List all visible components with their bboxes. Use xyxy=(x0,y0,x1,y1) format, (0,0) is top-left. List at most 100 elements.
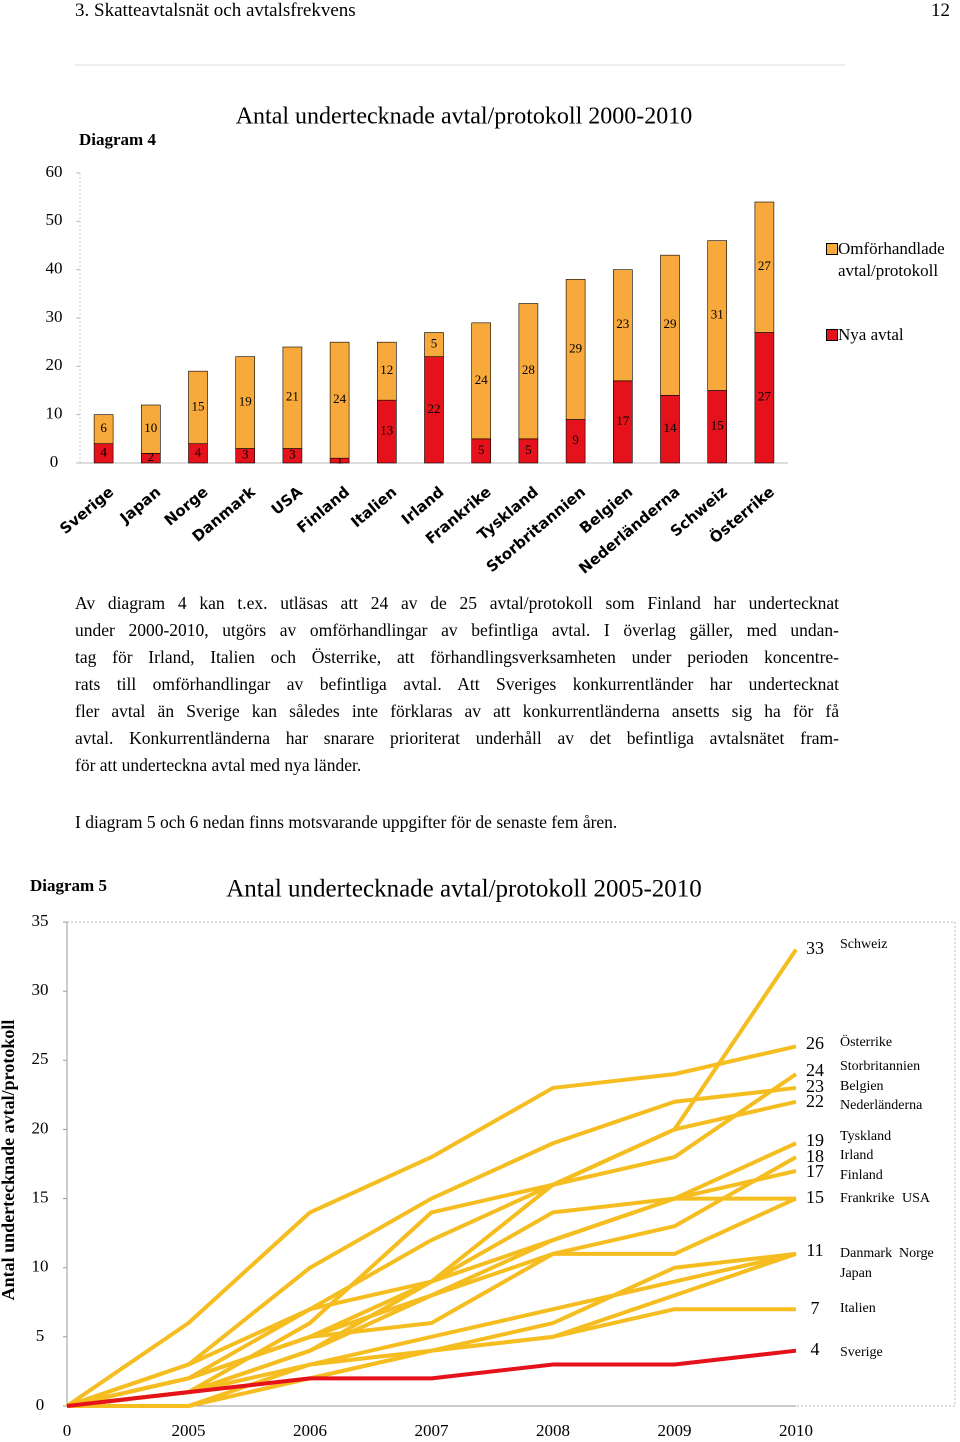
x-tick-label: 2006 xyxy=(293,1421,327,1440)
data-label: 15 xyxy=(711,418,724,433)
x-tick-label: 2010 xyxy=(779,1421,813,1440)
y-tick-label: 20 xyxy=(32,1118,49,1137)
end-value-label: 19 xyxy=(806,1130,824,1150)
text-line: fler avtal än Sverige kan således inte f… xyxy=(75,701,839,721)
data-label: 29 xyxy=(569,340,582,355)
paragraph: Av diagram 4 kan t.ex. utläsas att 24 av… xyxy=(75,590,839,779)
bar-segment xyxy=(754,201,775,333)
data-label: 3 xyxy=(242,447,249,462)
legend-swatch xyxy=(826,329,838,341)
bar-segment xyxy=(660,254,680,396)
series-name-label: Norge xyxy=(899,1246,934,1261)
series-name-label: Schweiz xyxy=(840,937,887,952)
bar-segment xyxy=(518,303,539,440)
bar-segment xyxy=(235,356,255,449)
data-label: 3 xyxy=(289,447,296,462)
end-value-label: 24 xyxy=(806,1060,824,1080)
y-axis-title: Antal undertecknade avtal/protokoll xyxy=(0,1020,18,1301)
series-name-label: Belgien xyxy=(840,1079,884,1094)
data-label: 24 xyxy=(475,372,489,387)
y-tick-label: 25 xyxy=(32,1049,49,1068)
y-tick-label: 50 xyxy=(46,210,63,229)
bar-segment xyxy=(376,341,397,401)
series-name-label: Japan xyxy=(840,1266,872,1281)
y-tick-label: 20 xyxy=(46,355,63,374)
text-line: Av diagram 4 kan t.ex. utläsas att 24 av… xyxy=(75,593,839,613)
data-label: 12 xyxy=(380,362,393,377)
series-name-label: Tyskland xyxy=(840,1129,891,1144)
x-tick-label: 2005 xyxy=(172,1421,206,1440)
series-line xyxy=(66,1348,797,1408)
y-tick-label: 60 xyxy=(46,162,63,181)
y-tick-label: 10 xyxy=(46,404,63,423)
series-line xyxy=(66,1196,797,1408)
y-tick-label: 30 xyxy=(32,980,49,999)
x-tick-label: 2008 xyxy=(536,1421,570,1440)
series-name-label: Irland xyxy=(840,1148,873,1163)
x-tick-label: 0 xyxy=(63,1421,72,1440)
data-label: 5 xyxy=(431,336,438,351)
legend-label: Nya avtal xyxy=(838,325,904,344)
text-line: avtal. Konkurrentländerna har snarare pr… xyxy=(75,728,839,748)
end-value-label: 11 xyxy=(806,1240,823,1260)
legend-swatch xyxy=(826,243,838,255)
bar-segment xyxy=(707,240,728,391)
x-tick-label: 2007 xyxy=(415,1421,450,1440)
series-line xyxy=(66,1196,796,1408)
end-value-label: 15 xyxy=(806,1187,824,1207)
x-tick-label: 2009 xyxy=(658,1421,692,1440)
series-line xyxy=(67,1307,796,1408)
x-tick-label: Sverige xyxy=(56,483,117,538)
data-label: 23 xyxy=(616,316,629,331)
x-tick-label: Japan xyxy=(116,483,165,528)
end-value-label: 17 xyxy=(806,1161,824,1181)
bar-segment xyxy=(188,370,208,444)
data-label: 4 xyxy=(100,444,107,459)
end-value-label: 7 xyxy=(811,1298,820,1318)
x-tick-label: Italien xyxy=(347,483,400,532)
series-name-label: Sverige xyxy=(840,1345,883,1360)
legend-label: Omförhandlade avtal/protokoll xyxy=(838,239,945,280)
text-line: tag för Irland, Italien och Österrike, a… xyxy=(75,647,839,667)
bar-segment xyxy=(282,346,303,449)
x-tick-label: USA xyxy=(268,482,306,518)
series-name-label: Finland xyxy=(840,1168,883,1183)
text-line: rats till omförhandlingar av befintliga … xyxy=(75,674,839,694)
data-label: 10 xyxy=(144,420,157,435)
data-label: 5 xyxy=(525,442,532,457)
series-name-label: USA xyxy=(902,1191,931,1206)
bar-segment xyxy=(471,322,492,440)
bar-segment xyxy=(141,404,161,454)
text-line: för att underteckna avtal med nya länder… xyxy=(75,755,362,775)
data-label: 5 xyxy=(478,442,485,457)
text-line: I diagram 5 och 6 nedan finns motsvarand… xyxy=(75,812,618,832)
data-label: 28 xyxy=(522,362,535,377)
bar-segment xyxy=(329,341,350,459)
data-label: 19 xyxy=(239,394,252,409)
data-label: 24 xyxy=(333,391,347,406)
y-tick-label: 15 xyxy=(32,1187,49,1206)
series-name-label: Danmark xyxy=(840,1246,892,1261)
end-value-label: 18 xyxy=(806,1146,824,1166)
bar-segment xyxy=(565,279,586,420)
series-name-label: Italien xyxy=(840,1301,876,1316)
data-label: 9 xyxy=(572,432,579,447)
x-tick-label: Finland xyxy=(293,483,353,537)
bar-segment xyxy=(424,332,444,357)
data-label: 14 xyxy=(664,420,678,435)
chart-label: Diagram 5 xyxy=(30,876,107,895)
y-tick-label: 40 xyxy=(46,259,63,278)
y-tick-label: 5 xyxy=(36,1326,45,1345)
end-value-label: 23 xyxy=(806,1076,824,1096)
header-page: 12 xyxy=(931,0,950,21)
paragraph: I diagram 5 och 6 nedan finns motsvarand… xyxy=(75,809,839,836)
data-label: 27 xyxy=(758,258,772,273)
series-name-label: Nederländerna xyxy=(840,1098,923,1113)
y-tick-label: 30 xyxy=(46,307,63,326)
bar-segment xyxy=(612,269,633,382)
y-tick-label: 10 xyxy=(32,1257,49,1276)
y-tick-label: 0 xyxy=(50,452,59,471)
text-line: under 2000-2010, utgörs av omförhandling… xyxy=(75,620,839,640)
y-tick-label: 35 xyxy=(32,911,49,930)
y-tick-label: 0 xyxy=(36,1395,45,1414)
